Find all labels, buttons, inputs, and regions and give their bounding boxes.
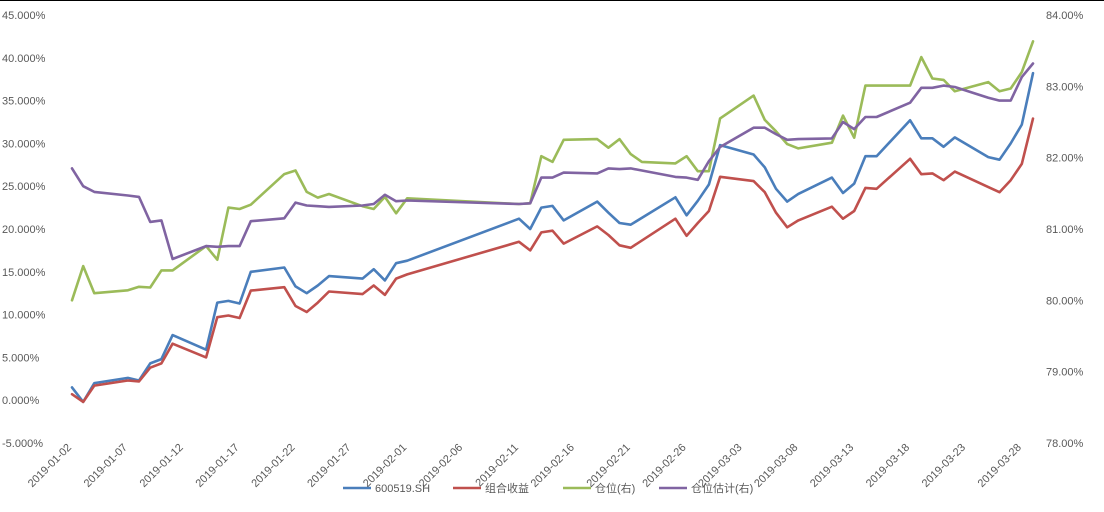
series-line-1	[70, 117, 1035, 404]
right-axis-tick-label: 83.00%	[1046, 81, 1084, 93]
legend-label: 600519.SH	[375, 483, 430, 495]
left-axis-tick-label: 45.000%	[2, 10, 46, 22]
left-axis-tick-label: 40.000%	[2, 53, 46, 65]
x-axis-tick-label: 2019-02-16	[529, 442, 577, 490]
left-axis-tick-label: 20.000%	[2, 224, 46, 236]
x-axis-tick-label: 2019-01-27	[305, 442, 353, 490]
legend-label: 仓位估计(右)	[691, 481, 753, 495]
right-axis-tick-label: 79.00%	[1046, 367, 1084, 379]
left-axis-tick-label: 15.000%	[2, 267, 46, 279]
series-line-2	[70, 40, 1035, 302]
right-y-axis: 78.00% 79.00% 80.00% 81.00% 82.00% 83.00% 84.0…	[1046, 10, 1084, 450]
series-line-3	[70, 62, 1035, 261]
right-axis-tick-label: 78.00%	[1046, 438, 1084, 450]
left-axis-tick-label: 25.000%	[2, 181, 46, 193]
x-axis-tick-label: 2019-03-23	[920, 442, 968, 490]
right-axis-tick-label: 82.00%	[1046, 153, 1084, 165]
right-axis-tick-label: 80.00%	[1046, 295, 1084, 307]
x-axis-tick-label: 2019-01-12	[138, 442, 186, 490]
x-axis-tick-label: 2019-03-13	[808, 442, 856, 490]
legend-label: 组合收益	[485, 481, 529, 495]
left-axis-tick-label: 30.000%	[2, 138, 46, 150]
left-axis-tick-label: 35.000%	[2, 96, 46, 108]
x-axis-tick-label: 2019-01-17	[193, 442, 241, 490]
left-axis-tick-label: 5.000%	[2, 352, 40, 364]
legend: 600519.SH 组合收益 仓位(右) 仓位估计(右)	[343, 481, 753, 495]
right-axis-tick-label: 84.00%	[1046, 10, 1084, 22]
left-y-axis: -5.000% 0.000% 5.000% 10.000% 15.000% 20.000%…	[2, 10, 46, 450]
x-axis-tick-label: 2019-01-22	[249, 442, 297, 490]
series-line-0	[70, 71, 1035, 404]
left-axis-tick-label: 0.000%	[2, 395, 40, 407]
x-axis-tick-label: 2019-01-07	[82, 442, 130, 490]
right-axis-tick-label: 81.00%	[1046, 224, 1084, 236]
legend-label: 仓位(右)	[595, 481, 635, 495]
x-axis-tick-label: 2019-03-08	[752, 442, 800, 490]
left-axis-tick-label: -5.000%	[2, 438, 43, 450]
x-axis-tick-label: 2019-03-28	[976, 442, 1024, 490]
x-axis-tick-label: 2019-02-26	[640, 442, 688, 490]
left-axis-tick-label: 10.000%	[2, 310, 46, 322]
series-lines	[70, 40, 1035, 404]
x-axis-tick-label: 2019-03-18	[864, 442, 912, 490]
